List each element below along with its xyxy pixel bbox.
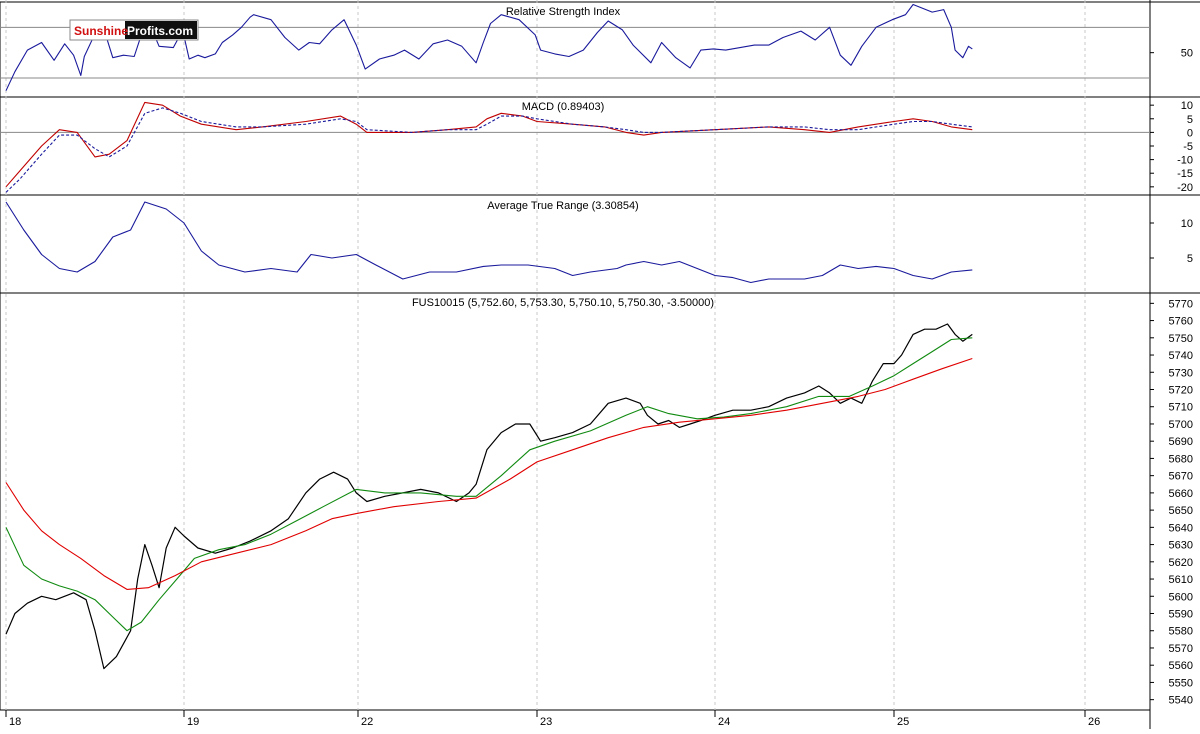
y-tick-label: 5670 [1169,471,1193,483]
panel-title-4: FUS10015 (5,752.60, 5,753.30, 5,750.10, … [412,297,714,309]
y-tick-label: 5650 [1169,505,1193,517]
sunshine-profits-logo: Sunshine Profits.com [69,19,199,41]
y-tick-label: 5590 [1169,609,1193,621]
panel-title-1: Relative Strength Index [506,6,621,18]
y-tick-label: 10 [1181,218,1193,230]
chart-panel-4 [0,292,1151,711]
x-tick-label: 25 [897,716,909,728]
y-tick-label: 5560 [1169,660,1193,672]
y-tick-label: 5640 [1169,522,1193,534]
series-line-4-2 [5,337,973,632]
y-tick-label: 5660 [1169,488,1193,500]
logo-profits-text: Profits.com [127,24,193,38]
y-tick-label: 5740 [1169,350,1193,362]
series-line-4-1 [5,323,973,670]
series-line-2-1 [5,101,973,188]
y-tick-label: 5690 [1169,436,1193,448]
x-tick-label: 23 [540,716,552,728]
y-tick-label: 5630 [1169,540,1193,552]
series-line-3-1 [5,201,973,284]
y-tick-label: 5710 [1169,402,1193,414]
y-tick-label: -20 [1177,182,1193,194]
y-tick-label: 0 [1187,127,1193,139]
panel-title-3: Average True Range (3.30854) [487,200,638,212]
y-tick-label: 5770 [1169,298,1193,310]
x-tick-label: 22 [361,716,373,728]
y-tick-label: 5580 [1169,626,1193,638]
y-tick-label: 5550 [1169,677,1193,689]
panel-title-2: MACD (0.89403) [522,101,605,113]
y-tick-label: 5 [1187,114,1193,126]
y-tick-label: 10 [1181,100,1193,112]
y-tick-label: 5600 [1169,591,1193,603]
y-tick-label: 5620 [1169,557,1193,569]
series-line-2-2 [5,107,973,193]
y-tick-label: 5730 [1169,367,1193,379]
y-tick-label: -10 [1177,155,1193,167]
x-tick-label: 26 [1088,716,1100,728]
series-line-4-3 [5,357,973,590]
y-tick-label: 5610 [1169,574,1193,586]
y-tick-label: -15 [1177,168,1193,180]
y-tick-label: -5 [1183,141,1193,153]
x-tick-label: 18 [9,716,21,728]
y-tick-label: 5760 [1169,316,1193,328]
y-tick-label: 5720 [1169,384,1193,396]
y-tick-label: 50 [1181,48,1193,60]
y-tick-label: 5700 [1169,419,1193,431]
logo-sunshine-text: Sunshine [74,24,128,38]
x-tick-label: 19 [187,716,199,728]
y-tick-label: 5680 [1169,453,1193,465]
y-tick-label: 5 [1187,253,1193,265]
x-tick-label: 24 [718,716,730,728]
y-tick-label: 5750 [1169,333,1193,345]
y-tick-label: 5570 [1169,643,1193,655]
y-tick-label: 5540 [1169,695,1193,707]
